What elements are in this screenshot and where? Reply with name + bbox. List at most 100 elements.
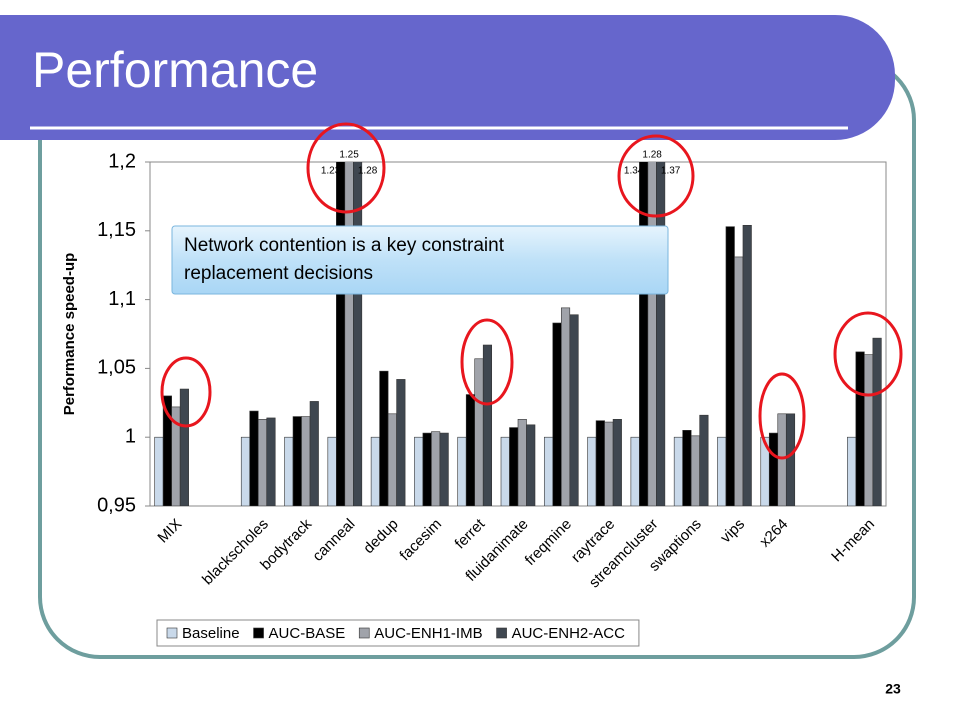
slide-title: Performance [32,42,318,98]
bar [240,436,251,506]
y-tick-label: 1 [125,425,136,447]
legend-swatch [253,627,264,639]
bar [543,436,554,506]
bar [387,413,397,506]
bar [777,413,787,506]
title-bar [0,15,895,140]
legend-label: AUC-BASE [269,625,346,642]
bar [630,436,640,506]
data-label: 1.25 [339,150,359,161]
bar [604,421,614,506]
bar [847,436,857,506]
bar [560,307,571,506]
y-tick-label: 1,2 [108,150,136,172]
bar [872,337,882,506]
bar [725,226,735,506]
y-tick-label: 0,95 [97,494,136,516]
bar [396,379,406,506]
bar [327,436,337,506]
legend-swatch [496,627,507,639]
bar [595,420,605,506]
bar [500,436,510,506]
bar [517,419,527,506]
bar [379,370,389,506]
callout: Network contention is a key constraint r… [171,225,669,295]
bar [526,424,536,506]
data-label: 1.28 [642,150,662,161]
x-tick-label: canneal [309,516,358,565]
callout-box [171,225,669,295]
bar [422,432,432,506]
x-tick-label: facesim [396,516,445,565]
x-tick-label: freqmine [522,516,575,569]
highlight-circles [160,122,903,460]
data-label: 1.23 [321,166,341,177]
bar [154,436,164,506]
x-tick-label: MIX [154,516,185,547]
callout-line: Network contention is a key constraint [184,235,505,256]
bar [864,354,874,506]
bar [587,436,597,506]
x-tick-label: H-mean [828,516,878,566]
bar [249,410,259,506]
y-tick-label: 1,05 [97,357,136,379]
highlight-circle [460,318,514,406]
y-tick-label: 1,15 [97,219,136,241]
bar [673,436,683,506]
bar [257,419,268,506]
bar [734,256,744,506]
bar [309,401,319,506]
page-number: 23 [885,681,901,697]
bar [336,162,346,506]
bar [414,436,424,506]
x-tick-label: ferret [452,515,489,552]
bar [699,414,709,506]
data-label: 1.37 [661,166,681,177]
bars [154,162,882,506]
x-tick-label: vips [717,516,748,547]
bar [465,394,476,506]
legend-swatch [166,627,178,639]
highlight-circle [833,311,903,397]
bar [370,436,380,506]
legend: Baseline AUC-BASE AUC-ENH1-IMB AUC-ENH2-ACC [156,619,640,647]
y-tick-label: 1,1 [108,288,136,310]
bar [552,322,562,506]
data-label: 1.28 [358,166,378,177]
x-tick-label: dedup [360,516,402,558]
legend-swatch [358,627,370,639]
bar [292,416,302,506]
y-axis-label: Performance speed-up [61,253,78,416]
bar [431,431,441,506]
bar [179,388,189,506]
bar [612,419,622,506]
data-label: 1.34 [624,166,644,177]
bar [569,314,579,506]
bar [474,358,484,506]
bar [742,224,752,506]
highlight-circle [617,134,695,218]
bar [301,416,311,506]
bar [266,417,276,506]
bar [284,436,294,506]
bar [855,351,865,506]
bar [457,436,467,506]
bar [717,436,727,506]
bar [690,435,700,506]
highlight-circle [306,122,386,214]
bar [785,413,796,506]
highlight-circle [758,372,806,460]
x-tick-label: blackscholes [199,516,272,589]
x-tick-label: x264 [756,516,791,551]
legend-label: Baseline [182,625,240,642]
bar [439,432,449,506]
bar [682,430,692,506]
legend-label: AUC-ENH1-IMB [374,625,482,642]
highlight-circle [160,356,212,428]
legend-label: AUC-ENH2-ACC [512,625,626,642]
bar [509,427,519,506]
legend-box [156,619,640,647]
bar [482,344,493,506]
bar [768,432,779,506]
